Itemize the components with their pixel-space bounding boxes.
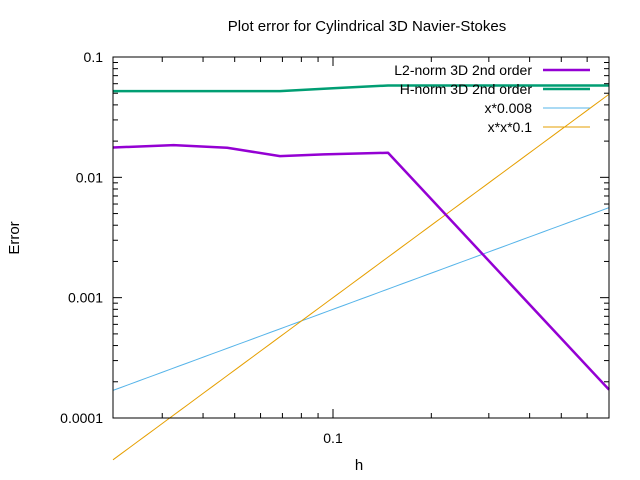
axis-ticks: 0.0001 0.001 0.01 0.1 0.1	[60, 49, 609, 446]
chart-title: Plot error for Cylindrical 3D Navier-Sto…	[228, 18, 506, 35]
plot-frame	[112, 56, 610, 419]
legend-label: x*0.008	[485, 100, 533, 116]
legend-label: L2-norm 3D 2nd order	[394, 62, 532, 78]
x-tick-label: 0.1	[323, 430, 343, 446]
series-line-1	[113, 84, 609, 93]
series-line-3	[112, 93, 610, 461]
legend-label: x*x*0.1	[488, 119, 533, 135]
y-tick-label: 0.01	[76, 169, 103, 185]
y-axis-label: Error	[6, 221, 23, 254]
series-line-0	[112, 143, 610, 391]
series-line-2	[112, 207, 610, 391]
y-tick-label: 0.1	[84, 49, 104, 65]
x-axis-label: h	[355, 457, 363, 474]
legend: L2-norm 3D 2nd order H-norm 3D 2nd order x…	[394, 62, 590, 135]
y-tick-label: 0.0001	[60, 410, 103, 426]
plot-area	[112, 84, 610, 461]
legend-label: H-norm 3D 2nd order	[400, 81, 533, 97]
y-tick-label: 0.001	[68, 290, 103, 306]
